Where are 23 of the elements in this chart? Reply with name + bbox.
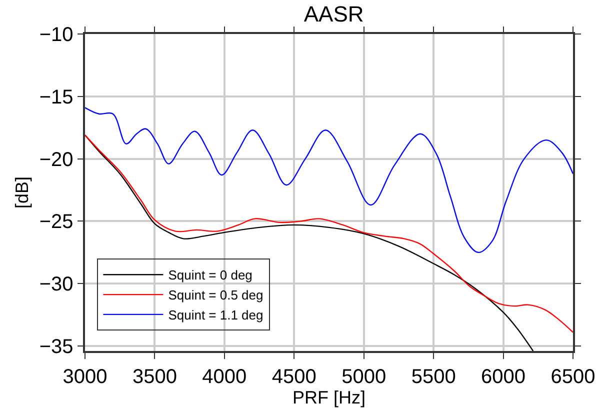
legend-label: Squint = 1.1 deg: [168, 308, 264, 323]
x-tick-label: 6000: [481, 366, 526, 388]
y-tick-label: −20: [39, 148, 74, 171]
y-axis-title: [dB]: [12, 176, 32, 209]
x-axis-title: PRF [Hz]: [292, 388, 366, 408]
line-series: [85, 134, 573, 333]
x-tick-label: 3000: [62, 366, 108, 388]
x-tick-label: 3500: [132, 366, 177, 388]
x-tick-label: 6500: [550, 366, 596, 388]
y-tick-label: −35: [39, 336, 74, 358]
legend-label: Squint = 0.5 deg: [168, 288, 264, 303]
x-tick-label: 5500: [411, 366, 456, 388]
y-tick-label: −15: [39, 86, 74, 108]
y-tick-label: −25: [39, 211, 74, 234]
legend-label: Squint = 0 deg: [168, 268, 252, 283]
line-series: [85, 107, 573, 254]
line-series: [85, 134, 534, 351]
x-tick-label: 5000: [342, 366, 386, 388]
y-tick-label: −10: [39, 24, 74, 46]
x-tick-label: 4000: [202, 366, 247, 388]
chart-title: AASR: [304, 2, 364, 27]
x-tick-label: 4500: [272, 366, 316, 388]
y-tick-label: −30: [39, 274, 74, 296]
